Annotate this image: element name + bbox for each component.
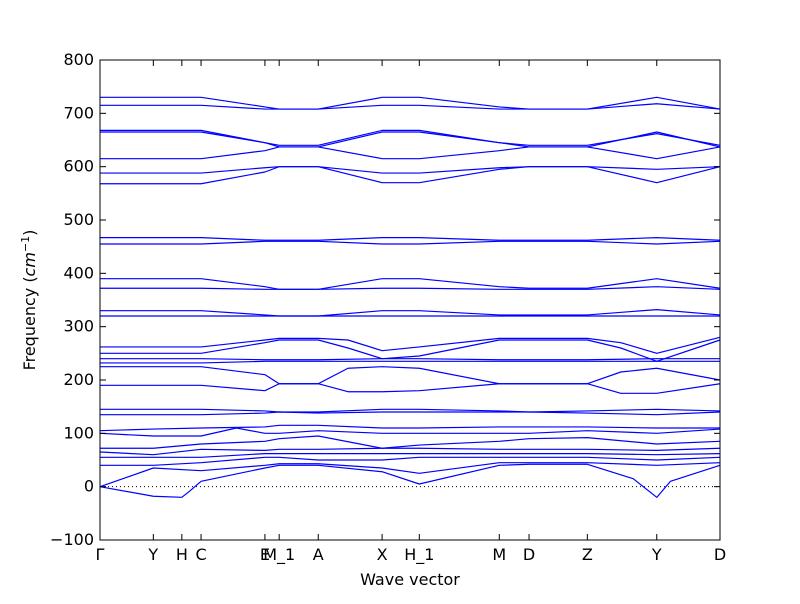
x-tick-label: D: [523, 545, 535, 564]
phonon-band-14: [100, 360, 720, 364]
y-tick-label: 600: [63, 157, 94, 176]
phonon-band-13: [100, 366, 721, 385]
y-tick-label: 100: [63, 423, 94, 442]
y-tick-label: 800: [63, 50, 94, 69]
phonon-band-22: [100, 240, 721, 245]
phonon-band-30: [100, 96, 721, 110]
y-tick-label: 200: [63, 370, 94, 389]
phonon-band-5: [100, 453, 721, 458]
x-tick-label: E: [260, 545, 270, 564]
y-tick-label: 700: [63, 103, 94, 122]
phonon-band-27: [100, 131, 721, 148]
series-layer: [99, 96, 721, 498]
phonon-band-16: [100, 339, 721, 362]
x-tick-label: A: [313, 545, 324, 564]
phonon-band-10: [100, 411, 721, 416]
phonon-band-1: [99, 480, 202, 498]
phonon-band-12: [100, 383, 721, 394]
x-tick-label: C: [195, 545, 206, 564]
y-axis-label: Frequency (cm−1): [19, 230, 40, 371]
plot-frame: [99, 59, 721, 541]
phonon-band-28: [100, 129, 721, 146]
x-tick-label: H: [176, 545, 188, 564]
phonon-band-20: [100, 286, 721, 290]
phonon-band-4: [100, 456, 721, 466]
y-tick-label: 300: [63, 317, 94, 336]
y-tick-label: −100: [50, 530, 94, 549]
phonon-band-2: [200, 463, 721, 498]
x-tick-label: H_1: [404, 545, 434, 565]
y-tick-label: 500: [63, 210, 94, 229]
x-axis-ticks: Γ Y H C EM_1 A X H_1 M D Z Y D: [96, 60, 726, 565]
x-tick-label: M_1: [263, 545, 295, 565]
y-tick-label: 400: [63, 263, 94, 282]
phonon-band-9: [99, 424, 720, 432]
x-axis-label: Wave vector: [360, 570, 460, 589]
phonon-band-19: [100, 309, 721, 317]
y-tick-label: 0: [84, 477, 94, 496]
x-tick-label: Y: [651, 545, 662, 564]
phonon-band-8: [99, 427, 721, 437]
phonon-band-3: [99, 462, 721, 488]
x-tick-label: Z: [582, 545, 593, 564]
phonon-band-23: [100, 237, 721, 241]
x-tick-label: D: [714, 545, 726, 564]
x-tick-label: X: [377, 545, 388, 564]
phonon-band-7: [100, 435, 721, 449]
phonon-band-25: [100, 166, 721, 174]
x-tick-label: M: [492, 545, 506, 564]
phonon-band-17: [100, 336, 721, 354]
phonon-band-11: [100, 408, 721, 413]
x-tick-label: Y: [147, 545, 158, 564]
x-tick-label: Γ: [96, 545, 105, 564]
y-axis-ticks: −100 0 100 200 300 400 500 600 700 800: [50, 50, 720, 549]
phonon-band-21: [100, 278, 721, 290]
